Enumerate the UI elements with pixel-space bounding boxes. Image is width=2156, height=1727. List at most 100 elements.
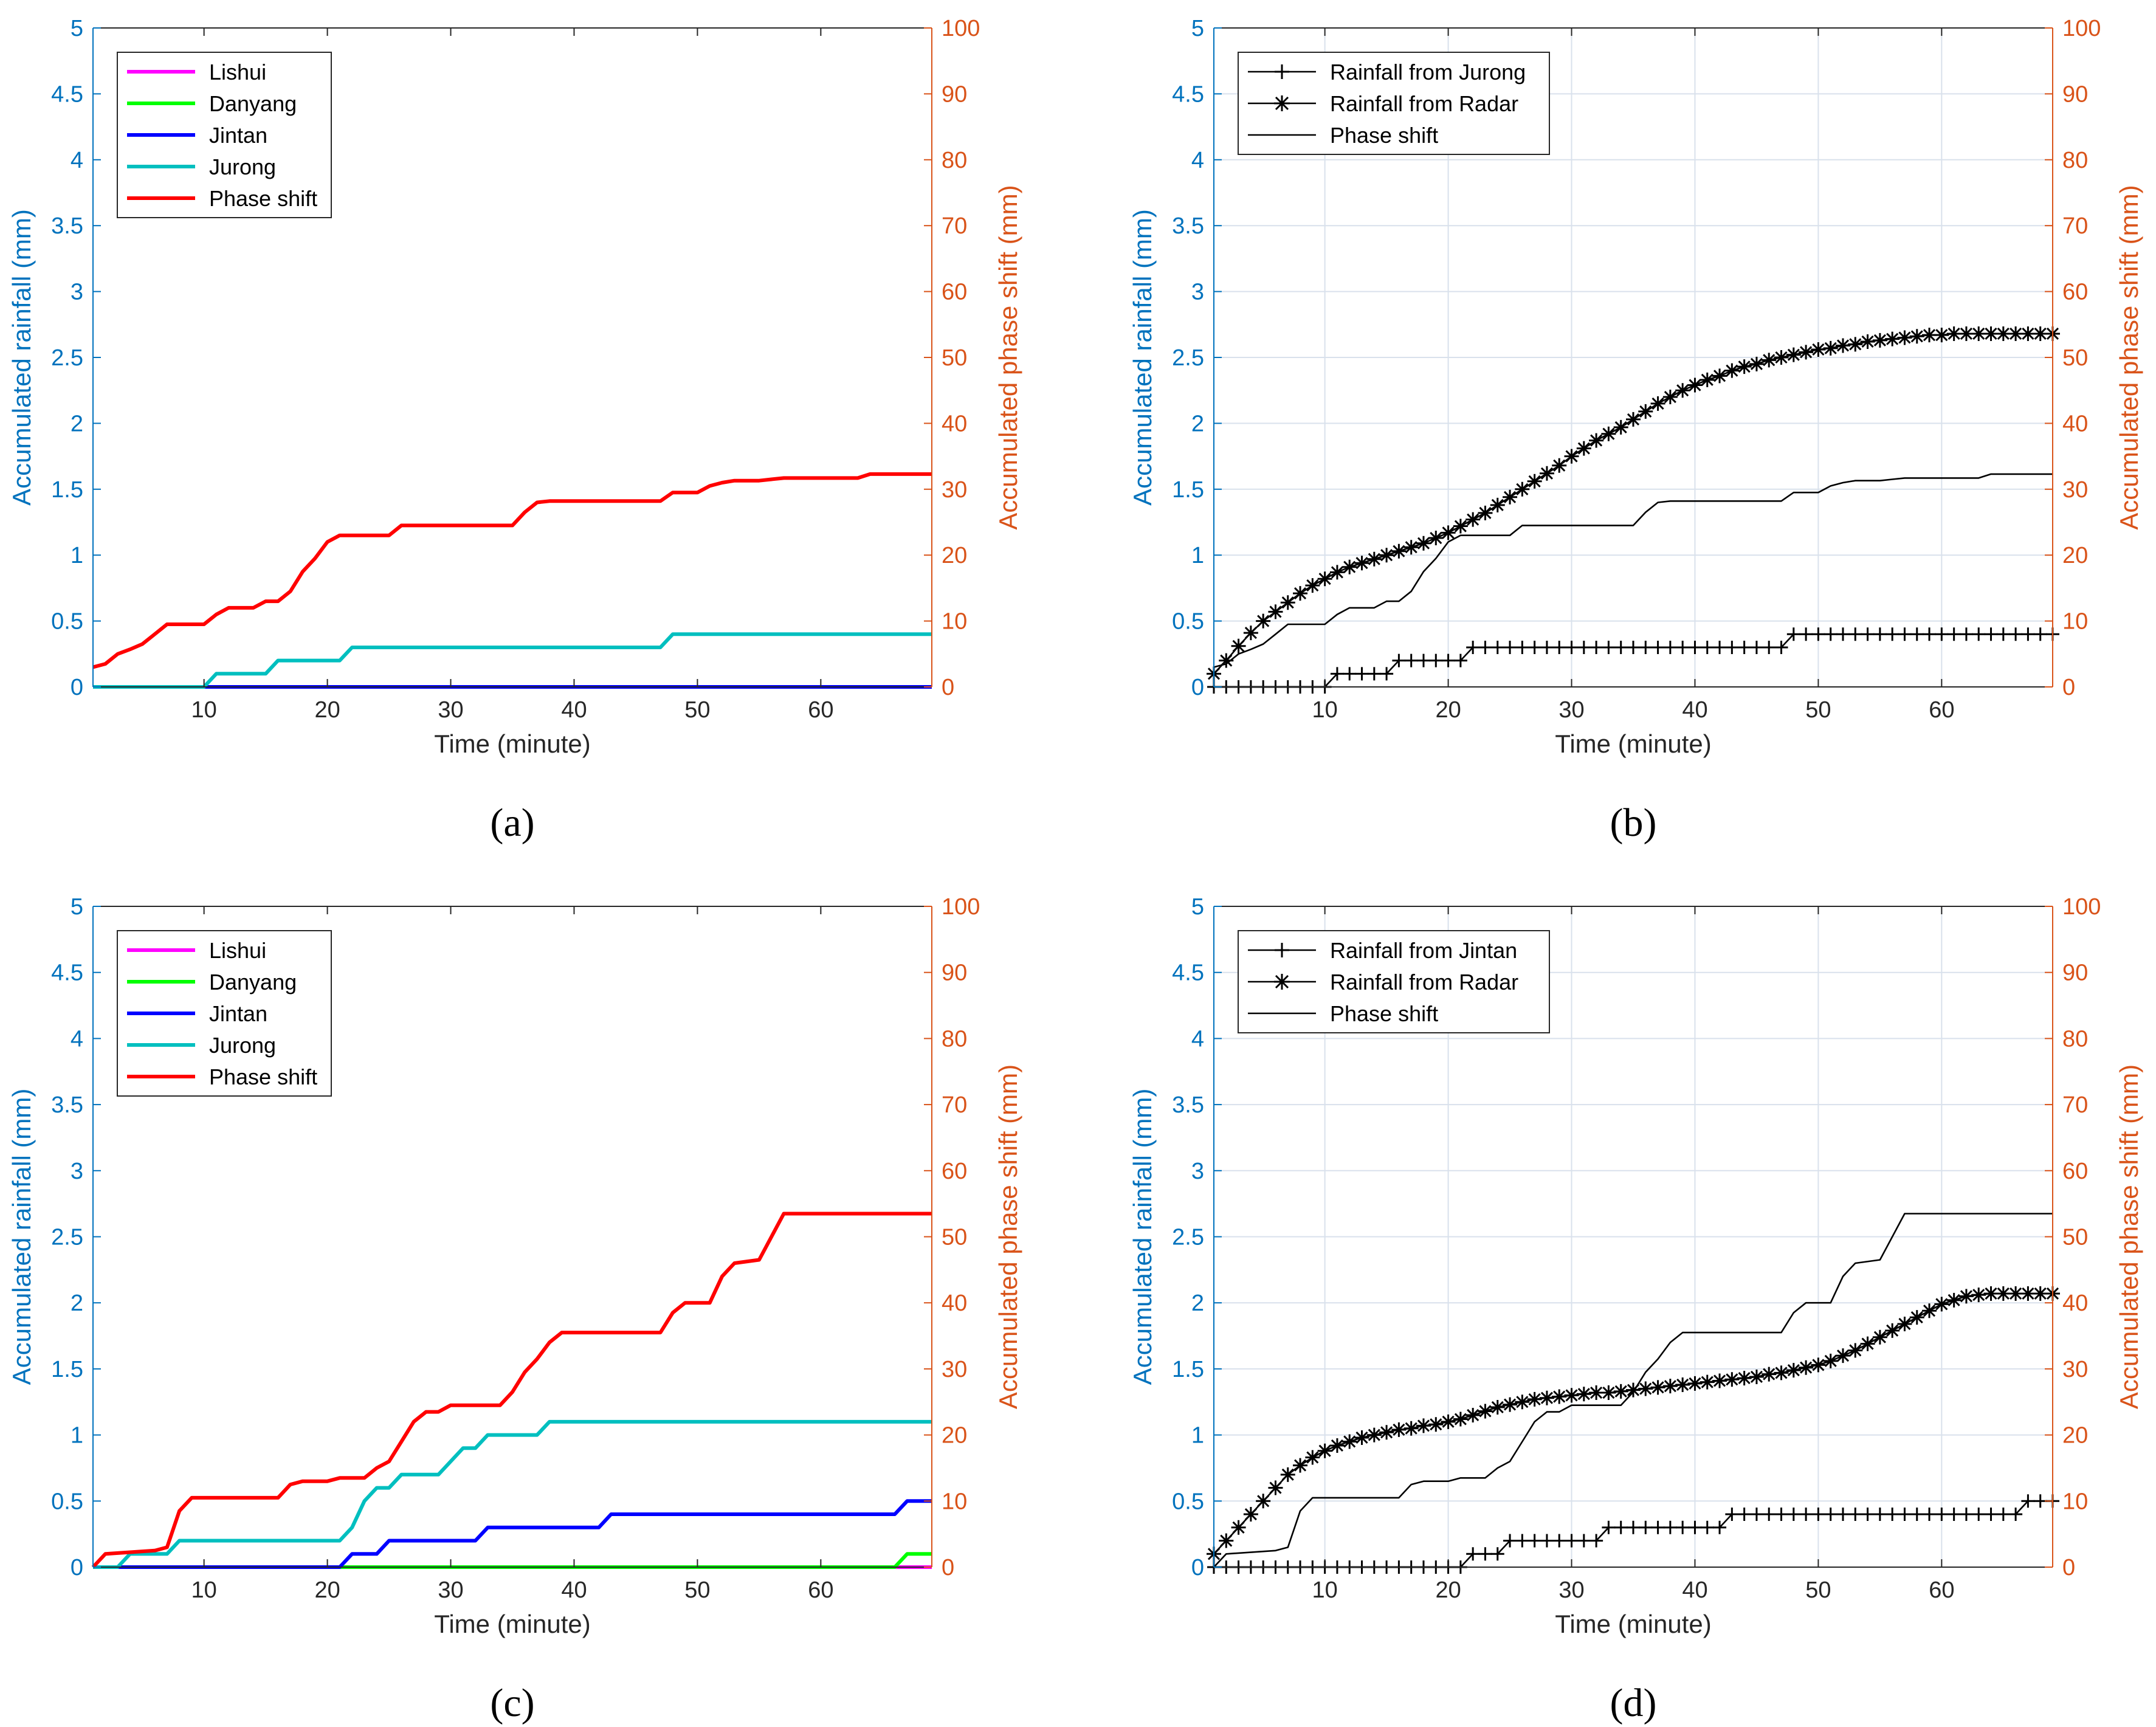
legend-item: Jintan [127, 123, 267, 148]
data-point-star [1971, 326, 1986, 341]
x-tick-label: 50 [684, 697, 710, 723]
y-left-tick-label: 1.5 [1172, 477, 1204, 503]
data-point-plus [1380, 667, 1394, 681]
data-point-plus [1527, 1534, 1541, 1548]
legend-item: Phase shift [1248, 1001, 1438, 1026]
data-point-plus [1762, 1508, 1776, 1522]
y-left-tick-label: 3.5 [51, 1092, 83, 1118]
data-point-star [1465, 512, 1481, 527]
y-right-tick-label: 30 [942, 477, 967, 503]
data-point-star [1983, 326, 1999, 341]
data-point-plus [1898, 1508, 1912, 1522]
y-right-tick-label: 20 [2062, 543, 2088, 568]
data-point-plus [1404, 653, 1418, 667]
data-point-star [1823, 340, 1838, 356]
data-point-star [1737, 359, 1752, 374]
legend-item: Rainfall from Jurong [1248, 60, 1526, 84]
data-point-plus [1947, 627, 1961, 641]
data-point-star [1650, 396, 1665, 411]
data-point-star [1503, 1397, 1518, 1412]
data-point-plus [1762, 640, 1776, 654]
y-right-tick-label: 100 [942, 894, 980, 920]
legend-item: Lishui [127, 60, 266, 84]
data-point-star [1885, 331, 1900, 346]
y-left-tick-label: 3.5 [51, 213, 83, 239]
data-point-star [1293, 1458, 1308, 1473]
panel-label: (c) [490, 1681, 534, 1725]
data-point-star [1379, 548, 1394, 563]
legend-label: Jintan [209, 1001, 267, 1026]
y-left-axis-label: Accumulated rainfall (mm) [7, 209, 36, 506]
data-point-plus [1527, 640, 1541, 654]
y-right-tick-label: 70 [942, 213, 967, 239]
grid-lines [1214, 906, 2053, 1567]
data-point-star [1539, 466, 1554, 481]
data-point-plus [1577, 640, 1591, 654]
data-point-plus [1713, 1520, 1727, 1534]
data-point-star [1983, 1286, 1999, 1301]
data-point-plus [1676, 1520, 1690, 1534]
y-left-tick-label: 2.5 [1172, 1225, 1204, 1250]
y-right-tick-label: 60 [2062, 280, 2088, 305]
data-point-plus [1935, 627, 1949, 641]
data-point-star [1391, 1422, 1407, 1437]
data-point-plus [1737, 640, 1751, 654]
data-point-star [1293, 586, 1308, 601]
data-point-plus [1972, 1508, 1986, 1522]
data-point-star [1762, 1367, 1777, 1382]
legend-item: Rainfall from Jintan [1248, 938, 1517, 963]
data-point-star [1576, 1387, 1591, 1402]
data-point-plus [1898, 627, 1912, 641]
y-right-tick-label: 0 [942, 1555, 954, 1580]
data-point-plus [1343, 667, 1357, 681]
x-tick-label: 30 [438, 697, 463, 723]
data-point-star [1687, 377, 1703, 393]
data-point-star [1428, 1417, 1444, 1432]
y-right-tick-label: 80 [942, 1026, 967, 1052]
legend-item: Jintan [127, 1001, 267, 1026]
y-left-tick-label: 5 [1191, 16, 1204, 41]
y-left-tick-label: 3 [1191, 280, 1204, 305]
data-point-star [1329, 565, 1345, 580]
series-line [92, 472, 932, 669]
data-point-plus [1663, 1520, 1677, 1534]
y-right-axis-label: Accumulated phase shift (mm) [2115, 1064, 2143, 1409]
data-point-star [1626, 1382, 1641, 1398]
y-right-tick-label: 60 [942, 1159, 967, 1184]
x-tick-label: 50 [684, 1577, 710, 1603]
data-point-star [1934, 328, 1949, 343]
data-point-star [1453, 1412, 1468, 1427]
y-left-tick-label: 1.5 [51, 1357, 83, 1382]
data-point-plus [1824, 1508, 1837, 1522]
data-point-star [1243, 1507, 1258, 1522]
data-point-star [1576, 441, 1591, 456]
legend-item: Danyang [127, 970, 297, 994]
data-point-star [1675, 383, 1690, 398]
data-point-plus [1639, 1520, 1653, 1534]
data-point-star [1231, 638, 1246, 653]
y-left-tick-label: 2 [71, 411, 83, 436]
data-point-star [1638, 1381, 1653, 1396]
y-left-tick-label: 0.5 [1172, 609, 1204, 635]
data-point-star [1601, 1385, 1616, 1401]
x-tick-label: 20 [1435, 1577, 1461, 1603]
y-right-tick-label: 90 [2062, 81, 2088, 107]
legend-marker-star [1274, 974, 1290, 990]
data-point-plus [1565, 1534, 1579, 1548]
y-right-tick-label: 90 [942, 81, 967, 107]
y-left-tick-label: 4.5 [51, 81, 83, 107]
y-right-tick-label: 0 [2062, 1555, 2075, 1580]
data-point-star [1811, 1357, 1826, 1373]
data-point-plus [1972, 627, 1986, 641]
data-point-star [1762, 353, 1777, 368]
legend-item: Danyang [127, 91, 297, 116]
y-right-tick-label: 40 [2062, 411, 2088, 436]
data-point-plus [1614, 1520, 1628, 1534]
legend-marker-star [1274, 95, 1290, 111]
x-axis-label: Time (minute) [434, 729, 590, 758]
y-left-tick-label: 0 [71, 675, 83, 700]
y-left-tick-label: 1.5 [1172, 1357, 1204, 1382]
data-point-plus [1540, 1534, 1554, 1548]
legend-label: Rainfall from Radar [1330, 970, 1518, 994]
y-right-tick-label: 40 [942, 1291, 967, 1316]
